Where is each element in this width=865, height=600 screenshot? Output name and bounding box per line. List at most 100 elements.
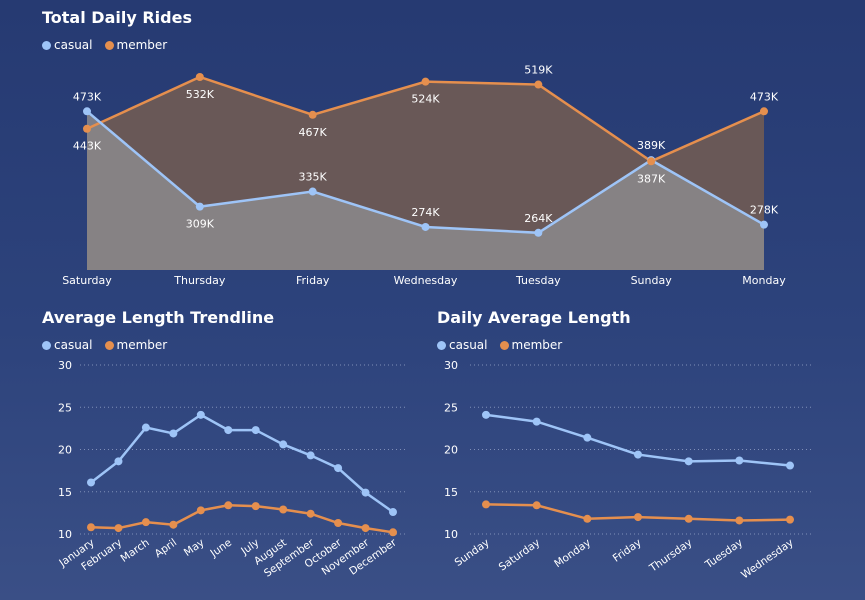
x-tick-label: Wednesday bbox=[394, 274, 458, 287]
line-member bbox=[90, 504, 394, 534]
legend-item-member[interactable]: member bbox=[104, 38, 168, 52]
legend-label-member: member bbox=[511, 338, 563, 352]
point-casual-december bbox=[389, 508, 397, 517]
point-member-march bbox=[141, 518, 150, 527]
point-casual-wednesday bbox=[421, 222, 430, 231]
data-label-casual-saturday: 473K bbox=[73, 90, 102, 103]
data-label-member-friday: 467K bbox=[299, 126, 328, 139]
data-label-member-monday: 473K bbox=[750, 90, 779, 103]
point-member-april bbox=[169, 520, 178, 529]
data-label-member-saturday: 443K bbox=[73, 140, 102, 153]
point-casual-february bbox=[114, 457, 123, 466]
x-tick-label: Sunday bbox=[453, 537, 492, 569]
legend-item-casual[interactable]: casual bbox=[42, 338, 93, 352]
point-casual-monday bbox=[583, 433, 592, 442]
legend-bottom-left: casual member bbox=[42, 338, 173, 352]
point-member-thursday bbox=[684, 514, 693, 523]
x-tick-label: Tuesday bbox=[702, 537, 745, 572]
point-member-monday bbox=[760, 107, 768, 116]
x-tick-label: Friday bbox=[296, 274, 330, 287]
point-member-friday bbox=[634, 513, 642, 522]
x-tick-label: Saturday bbox=[497, 537, 543, 574]
point-member-august bbox=[279, 505, 288, 514]
y-tick-label: 20 bbox=[58, 444, 72, 457]
legend-label-casual: casual bbox=[54, 338, 93, 352]
legend-item-member[interactable]: member bbox=[104, 338, 167, 352]
point-casual-tuesday bbox=[735, 456, 744, 465]
data-label-casual-friday: 335K bbox=[299, 171, 328, 184]
point-casual-november bbox=[361, 488, 370, 497]
panel-title-average-length-trendline: Average Length Trendline bbox=[42, 308, 275, 327]
legend-label-casual: casual bbox=[54, 38, 93, 52]
point-casual-september bbox=[306, 451, 315, 460]
y-tick-label: 15 bbox=[444, 486, 458, 499]
point-member-december bbox=[389, 528, 397, 537]
legend-dot-member bbox=[104, 40, 114, 50]
point-member-monday bbox=[583, 514, 592, 523]
point-casual-saturday bbox=[532, 417, 541, 426]
legend-dot-casual bbox=[437, 340, 446, 350]
point-member-sunday bbox=[482, 500, 490, 509]
point-casual-friday bbox=[308, 187, 317, 196]
y-tick-label: 10 bbox=[444, 528, 458, 541]
point-casual-thursday bbox=[684, 457, 693, 466]
area-casual bbox=[87, 111, 764, 271]
point-member-may bbox=[196, 506, 205, 515]
y-tick-label: 25 bbox=[58, 401, 72, 414]
legend-label-member: member bbox=[116, 38, 168, 52]
point-casual-august bbox=[279, 440, 288, 449]
daily-average-length-chart: 10 15 20 25 30 Sunday Saturday Monday Friday Thur… bbox=[444, 359, 812, 581]
x-tick-label: Saturday bbox=[62, 274, 112, 287]
legend-dot-member bbox=[499, 340, 509, 350]
legend-dot-casual bbox=[42, 40, 51, 50]
point-casual-january bbox=[87, 478, 95, 487]
point-casual-may bbox=[196, 410, 205, 419]
point-casual-sunday bbox=[482, 410, 490, 419]
legend-dot-member bbox=[104, 340, 114, 350]
y-tick-label: 25 bbox=[444, 401, 458, 414]
point-member-june bbox=[224, 501, 233, 510]
legend-top: casual member bbox=[42, 38, 173, 52]
point-member-tuesday bbox=[735, 516, 744, 525]
legend-item-casual[interactable]: casual bbox=[437, 338, 488, 352]
y-tick-label: 30 bbox=[444, 359, 458, 372]
y-tick-label: 20 bbox=[444, 444, 458, 457]
point-member-wednesday bbox=[786, 515, 794, 524]
x-tick-label: March bbox=[119, 537, 152, 565]
legend-item-member[interactable]: member bbox=[499, 338, 563, 352]
point-casual-october bbox=[334, 464, 343, 473]
point-member-october bbox=[334, 519, 343, 528]
point-member-february bbox=[114, 524, 123, 533]
legend-label-casual: casual bbox=[449, 338, 488, 352]
line-casual bbox=[90, 413, 394, 514]
x-tick-label: Friday bbox=[611, 537, 644, 565]
x-tick-label: April bbox=[153, 537, 180, 561]
average-length-trendline-panel: Average Length Trendline casual member 1… bbox=[0, 300, 430, 600]
data-label-casual-tuesday: 264K bbox=[524, 212, 553, 225]
panel-title-total-daily-rides: Total Daily Rides bbox=[42, 8, 192, 27]
x-tick-label: Thursday bbox=[173, 274, 226, 287]
total-daily-rides-panel: Total Daily Rides casual member 473K 309K… bbox=[0, 0, 865, 295]
point-member-july bbox=[251, 502, 260, 511]
x-tick-label: Monday bbox=[742, 274, 786, 287]
y-tick-label: 15 bbox=[58, 486, 72, 499]
data-label-member-thursday: 532K bbox=[186, 88, 215, 101]
point-casual-march bbox=[141, 423, 150, 432]
point-casual-wednesday bbox=[786, 461, 794, 470]
point-member-november bbox=[361, 524, 370, 533]
point-casual-thursday bbox=[195, 202, 204, 211]
data-label-casual-monday: 278K bbox=[750, 204, 779, 217]
point-member-january bbox=[87, 523, 95, 532]
point-member-sunday bbox=[647, 157, 656, 166]
daily-average-length-panel: Daily Average Length casual member 10 15 2… bbox=[430, 300, 865, 600]
x-tick-label: Tuesday bbox=[515, 274, 561, 287]
x-tick-label: Sunday bbox=[631, 274, 673, 287]
point-casual-july bbox=[251, 426, 260, 435]
point-casual-saturday bbox=[83, 107, 91, 116]
legend-item-casual[interactable]: casual bbox=[42, 38, 93, 52]
data-label-casual-wednesday: 274K bbox=[411, 206, 440, 219]
y-tick-label: 30 bbox=[58, 359, 72, 372]
point-casual-april bbox=[169, 429, 178, 438]
point-member-thursday bbox=[195, 73, 204, 81]
